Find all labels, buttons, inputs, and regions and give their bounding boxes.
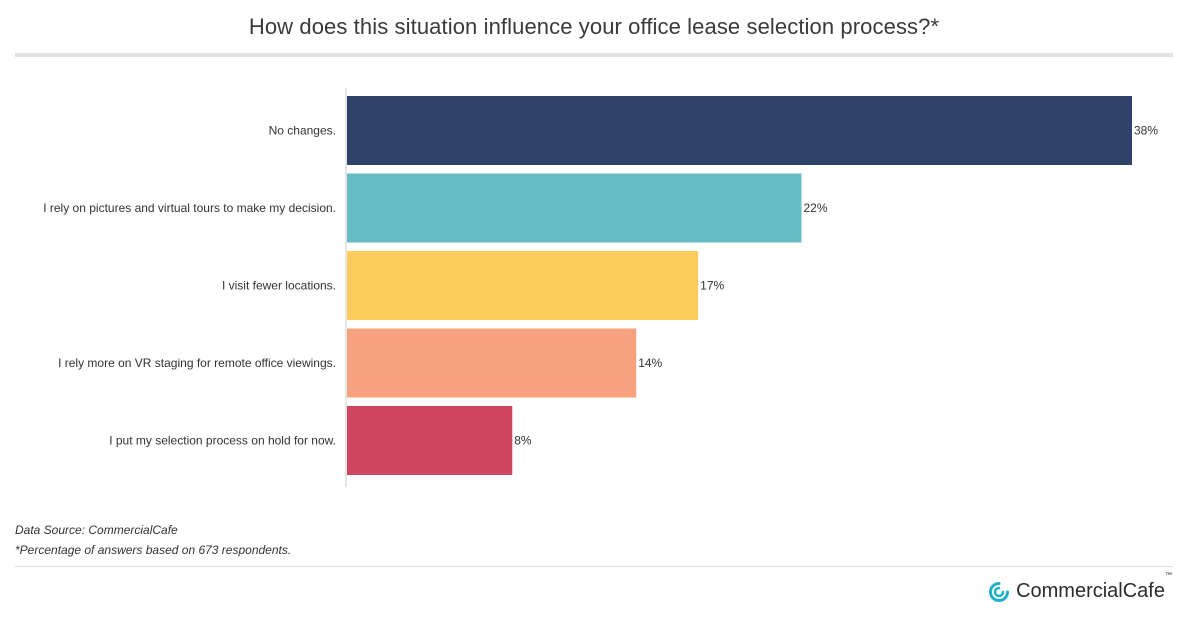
brand-logo[interactable]: CommercialCafe™ (988, 572, 1172, 603)
category-label-2: I rely on pictures and virtual tours to … (43, 201, 336, 215)
value-label-1: 38% (1134, 124, 1158, 138)
bar-4[interactable] (347, 328, 637, 398)
value-label-3: 17% (700, 279, 724, 293)
title-divider (15, 53, 1173, 57)
data-source-note: Data Source: CommercialCafe (15, 523, 178, 537)
respondents-footnote: *Percentage of answers based on 673 resp… (15, 543, 292, 557)
bar-1[interactable] (347, 96, 1132, 165)
bar-3[interactable] (347, 251, 699, 320)
value-label-2: 22% (803, 201, 827, 215)
category-label-1: No changes. (269, 124, 336, 138)
value-label-5: 8% (514, 434, 532, 448)
bar-2[interactable] (347, 173, 802, 243)
chart-title: How does this situation influence your o… (248, 14, 940, 39)
category-label-4: I rely more on VR staging for remote off… (58, 356, 336, 370)
value-label-4: 14% (638, 356, 662, 370)
chart-notes: Data Source: CommercialCafe *Percentage … (15, 520, 291, 560)
brand-name: CommercialCafe™ (1016, 572, 1172, 602)
category-label-3: I visit fewer locations. (222, 279, 336, 293)
bar-5[interactable] (347, 406, 513, 475)
bar-chart: No changes. 38% I rely on pictures and vir… (43, 88, 1158, 487)
category-label-5: I put my selection process on hold for n… (109, 434, 336, 448)
commercialcafe-logo-icon (989, 581, 1010, 602)
footer-divider (15, 566, 1173, 567)
